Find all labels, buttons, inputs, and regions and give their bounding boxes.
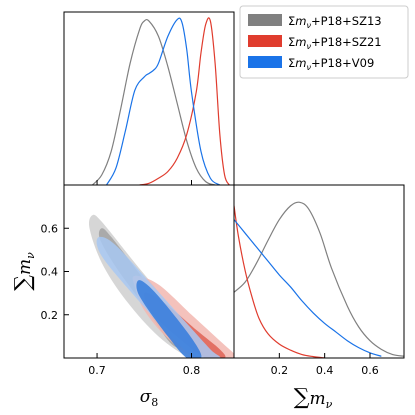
sigma8-marginal-line-3: [105, 17, 221, 185]
mnu-x-axis-label: ∑mν: [294, 385, 333, 411]
sigma8-tick-label-2: 0.8: [183, 364, 201, 377]
mnu-marginal-line-2: [234, 205, 325, 358]
sigma8-tick-label-1: 0.7: [88, 364, 106, 377]
legend-swatch-1: [248, 14, 282, 26]
mnu-marginal-panel: [234, 201, 404, 358]
mnu-x-tick-label-2: 0.4: [316, 364, 334, 377]
panel-frame-topL: [63, 11, 235, 186]
legend-swatch-2: [248, 35, 282, 47]
sigma8-marginal-line-2: [139, 17, 230, 185]
legend-swatch-3: [248, 56, 282, 68]
contour-panel: [88, 214, 234, 358]
contour-inner-3: [136, 280, 202, 358]
panel-frame-botR: [233, 184, 405, 359]
legend-label-1: Σmν+P18+SZ13: [288, 14, 382, 30]
mnu-y-tick-label-2: 0.4: [41, 266, 59, 279]
mnu-y-tick-label-1: 0.2: [41, 309, 59, 322]
legend-label-3: Σmν+P18+V09: [288, 56, 374, 72]
mnu-marginal-line-3: [234, 219, 382, 357]
sigma8-marginal-line-1: [91, 18, 216, 185]
sigma8-marginal-panel: [91, 17, 230, 185]
sigma8-axis-label: σ8: [140, 387, 159, 409]
mnu-y-axis-label: ∑mν: [11, 252, 37, 291]
legend-label-2: Σmν+P18+SZ21: [288, 35, 382, 51]
mnu-marginal-line-1: [234, 201, 404, 357]
mnu-x-tick-label-1: 0.2: [271, 364, 289, 377]
mnu-y-tick-label-3: 0.6: [41, 222, 59, 235]
legend: Σmν+P18+SZ13 Σmν+P18+SZ21 Σmν+P18+V09: [239, 5, 409, 79]
mnu-x-tick-label-3: 0.6: [361, 364, 379, 377]
